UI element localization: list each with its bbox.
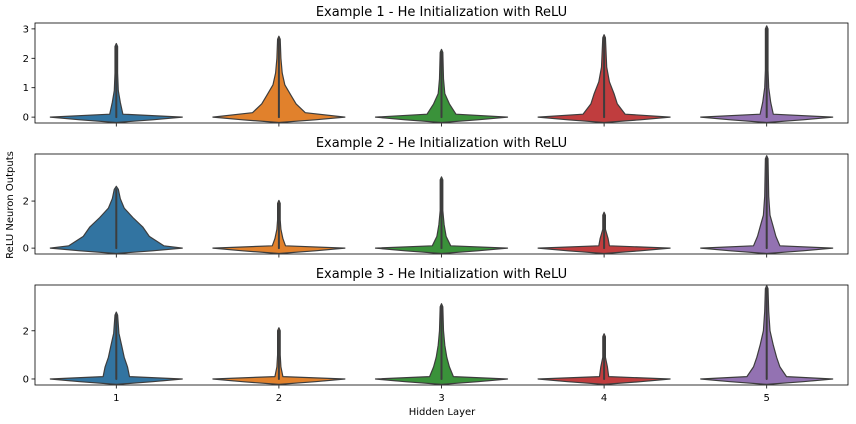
panel-title-3: Example 3 - He Initialization with ReLU [316, 267, 567, 282]
y-tick-label-3-2: 2 [23, 326, 29, 337]
y-tick-label-2-0: 0 [23, 244, 29, 255]
x-tick-label-3: 3 [438, 393, 444, 404]
panel-title-2: Example 2 - He Initialization with ReLU [316, 136, 567, 151]
x-tick-label-5: 5 [764, 393, 770, 404]
y-tick-label-1-2: 2 [23, 54, 29, 65]
y-tick-label-1-0: 0 [23, 113, 29, 124]
y-tick-label-3-0: 0 [23, 374, 29, 385]
y-tick-label-2-2: 2 [23, 197, 29, 208]
y-tick-label-1-1: 1 [23, 83, 29, 94]
x-tick-label-4: 4 [601, 393, 607, 404]
x-tick-label-1: 1 [113, 393, 119, 404]
x-tick-label-2: 2 [276, 393, 282, 404]
y-axis-label: ReLU Neuron Outputs [5, 151, 16, 259]
panel-title-1: Example 1 - He Initialization with ReLU [316, 5, 567, 20]
y-tick-label-1-3: 3 [23, 24, 29, 35]
x-axis-label: Hidden Layer [409, 407, 476, 418]
